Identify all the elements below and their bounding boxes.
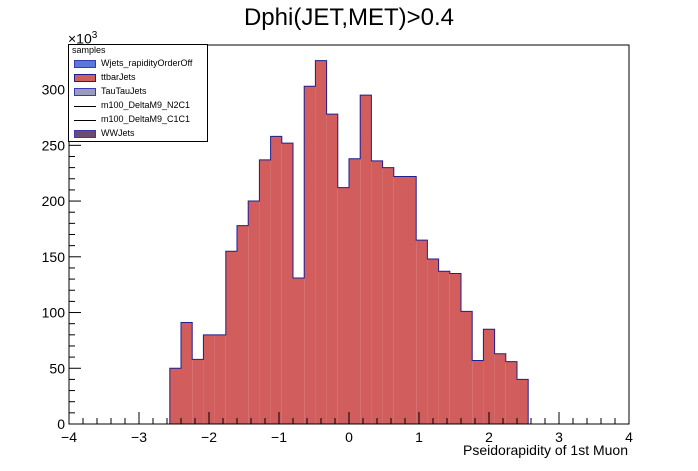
y-tick-label: 250 — [42, 137, 66, 153]
legend-swatch — [74, 130, 96, 138]
x-tick-label: 0 — [345, 429, 353, 445]
histogram-bar — [315, 60, 327, 424]
x-tick-label: 2 — [485, 429, 493, 445]
y-tick-label: 100 — [42, 305, 66, 321]
x-axis-label: Pseidorapidity of 1st Muon — [463, 442, 628, 458]
legend-label: WWJets — [101, 128, 135, 138]
histogram-bar — [169, 368, 181, 424]
legend-entry: WWJets — [69, 128, 209, 140]
legend: samples Wjets_rapidityOrderOff ttbarJets… — [68, 44, 208, 142]
histogram-bar — [225, 251, 237, 424]
histogram-bar — [405, 176, 417, 424]
histogram-bar — [293, 277, 305, 424]
histogram-bar — [281, 143, 293, 424]
x-tick-label: 3 — [555, 429, 563, 445]
legend-swatch — [74, 60, 96, 68]
legend-entry: m100_DeltaM9_N2C1 — [69, 100, 209, 112]
histogram-bar — [360, 95, 372, 424]
histogram-bar — [214, 334, 226, 424]
legend-label: m100_DeltaM9_N2C1 — [101, 100, 191, 110]
histogram-bar — [326, 114, 338, 425]
legend-title: samples — [72, 45, 106, 55]
histogram-bar — [472, 360, 484, 424]
histogram-bar — [337, 187, 349, 424]
y-tick-label: 300 — [42, 82, 66, 98]
histogram-bar — [349, 158, 361, 424]
histogram-bar — [304, 86, 316, 425]
x-tick-label: −3 — [131, 429, 147, 445]
legend-label: Wjets_rapidityOrderOff — [101, 58, 193, 68]
histogram-bar — [270, 136, 282, 424]
histogram-bar — [248, 201, 260, 424]
histogram-bar — [505, 361, 517, 424]
x-tick-label: −2 — [201, 429, 217, 445]
legend-line — [74, 120, 96, 121]
histogram-bar — [449, 273, 461, 424]
histogram-bar — [517, 379, 529, 424]
x-tick-label: 1 — [415, 429, 423, 445]
x-tick-label: 4 — [625, 429, 633, 445]
histogram-bar — [203, 334, 215, 424]
legend-entry: Wjets_rapidityOrderOff — [69, 58, 209, 70]
legend-label: TauTauJets — [101, 86, 147, 96]
histogram-bar — [259, 159, 271, 425]
legend-swatch — [74, 74, 96, 82]
histogram-outline — [169, 60, 529, 424]
histogram-bar — [181, 322, 193, 424]
legend-line — [74, 106, 96, 107]
legend-entry: ttbarJets — [69, 72, 209, 84]
y-tick-label: 200 — [42, 193, 66, 209]
histogram-bar — [192, 359, 204, 424]
legend-label: ttbarJets — [101, 72, 136, 82]
y-tick-label: 50 — [49, 360, 65, 376]
histogram-bar — [427, 259, 439, 424]
x-tick-label: −4 — [61, 429, 77, 445]
y-multiplier-exponent: 3 — [91, 30, 98, 41]
histogram-bar — [393, 176, 405, 424]
histogram-bar — [416, 240, 428, 424]
y-multiplier-base: ×10 — [68, 30, 92, 47]
y-axis-multiplier: ×103 — [68, 30, 97, 47]
legend-entry: TauTauJets — [69, 86, 209, 98]
chart-title: Dphi(JET,MET)>0.4 — [243, 4, 455, 31]
legend-label: m100_DeltaM9_C1C1 — [101, 114, 191, 124]
histogram-bar — [438, 271, 450, 424]
legend-swatch — [74, 88, 96, 96]
y-tick-label: 150 — [42, 249, 66, 265]
y-tick-label: 0 — [57, 416, 65, 432]
histogram-bar — [483, 329, 495, 424]
histogram-bar — [382, 167, 394, 424]
histogram-bar — [237, 225, 249, 424]
histogram-bar — [494, 353, 506, 424]
legend-entry: m100_DeltaM9_C1C1 — [69, 114, 209, 126]
histogram-bar — [461, 311, 473, 424]
histogram-bar — [371, 160, 383, 424]
x-tick-label: −1 — [271, 429, 287, 445]
